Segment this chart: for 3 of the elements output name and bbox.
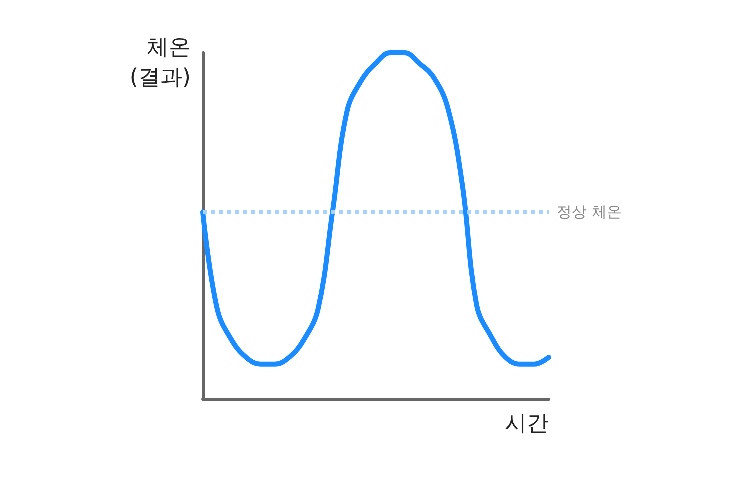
ref-line-label: 정상 체온 (557, 203, 622, 222)
y-axis-title: 체온 (결과) (130, 36, 191, 90)
x-axis-title: 시간 (505, 412, 549, 436)
